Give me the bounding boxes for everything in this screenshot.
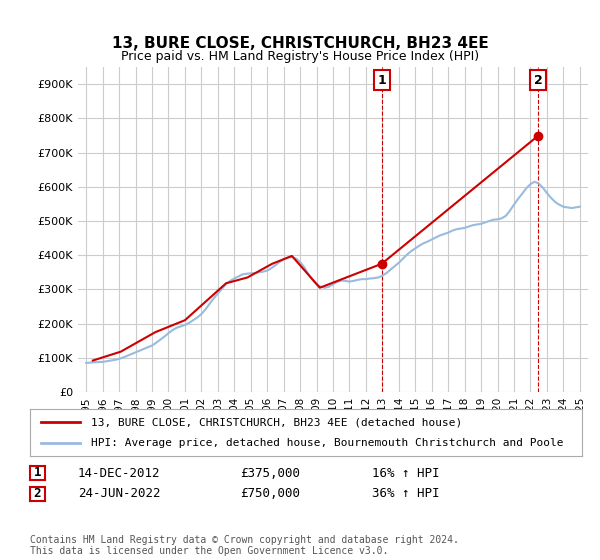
- Text: 1: 1: [377, 74, 386, 87]
- Text: 2: 2: [34, 487, 41, 500]
- Text: 13, BURE CLOSE, CHRISTCHURCH, BH23 4EE (detached house): 13, BURE CLOSE, CHRISTCHURCH, BH23 4EE (…: [91, 417, 462, 427]
- Text: Contains HM Land Registry data © Crown copyright and database right 2024.
This d: Contains HM Land Registry data © Crown c…: [30, 535, 459, 557]
- Text: Price paid vs. HM Land Registry's House Price Index (HPI): Price paid vs. HM Land Registry's House …: [121, 50, 479, 63]
- Text: 14-DEC-2012: 14-DEC-2012: [78, 466, 161, 480]
- Text: 13, BURE CLOSE, CHRISTCHURCH, BH23 4EE: 13, BURE CLOSE, CHRISTCHURCH, BH23 4EE: [112, 36, 488, 52]
- Text: 2: 2: [534, 74, 542, 87]
- Text: 36% ↑ HPI: 36% ↑ HPI: [372, 487, 439, 501]
- Text: £375,000: £375,000: [240, 466, 300, 480]
- Text: 1: 1: [34, 466, 41, 479]
- Text: £750,000: £750,000: [240, 487, 300, 501]
- Text: 24-JUN-2022: 24-JUN-2022: [78, 487, 161, 501]
- Text: HPI: Average price, detached house, Bournemouth Christchurch and Poole: HPI: Average price, detached house, Bour…: [91, 438, 563, 448]
- Text: 16% ↑ HPI: 16% ↑ HPI: [372, 466, 439, 480]
